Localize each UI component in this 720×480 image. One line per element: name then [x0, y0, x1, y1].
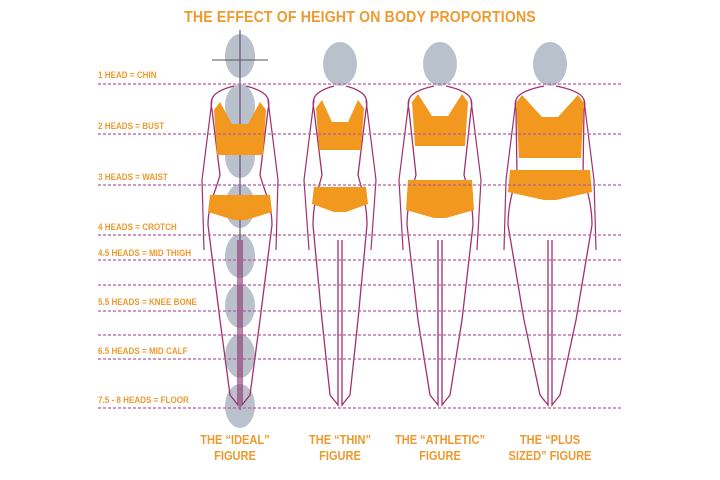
arm-outline [503, 99, 597, 251]
briefs-garment [208, 195, 272, 220]
diagram-title: THE EFFECT OF HEIGHT ON BODY PROPORTIONS [184, 9, 536, 26]
label-floor: 7.5 - 8 HEADS = FLOOR [98, 395, 189, 406]
body-outline [207, 85, 273, 407]
briefs-garment [406, 180, 474, 218]
bra-garment [412, 94, 468, 146]
caption-thin: THE “THIN” FIGURE [308, 432, 371, 463]
bra-garment [316, 100, 364, 150]
briefs-garment [312, 187, 368, 212]
label-chin: 1 HEAD = CHIN [98, 70, 157, 81]
caption-ideal: THE “IDEAL” FIGURE [200, 432, 270, 463]
head-icon [533, 42, 567, 86]
bra-garment [516, 95, 584, 158]
arm-outline [303, 99, 377, 251]
body-outline [312, 85, 368, 407]
arm-outline [201, 99, 279, 251]
body-outline [406, 85, 474, 407]
label-bust: 2 HEADS = BUST [98, 121, 165, 132]
arm-outline [398, 99, 482, 251]
caption-plus-sized: THE “PLUS SIZED” FIGURE [508, 432, 592, 463]
label-waist: 3 HEADS = WAIST [98, 172, 168, 183]
label-mid-thigh: 4.5 HEADS = MID THIGH [98, 248, 192, 259]
head-icon [423, 42, 457, 86]
label-crotch: 4 HEADS = CROTCH [98, 222, 177, 233]
head-icon [323, 42, 357, 86]
caption-athletic: THE “ATHLETIC” FIGURE [394, 432, 486, 463]
bra-garment [214, 102, 266, 155]
label-knee-bone: 5.5 HEADS = KNEE BONE [98, 297, 197, 308]
label-mid-calf: 6.5 HEADS = MID CALF [98, 346, 188, 357]
